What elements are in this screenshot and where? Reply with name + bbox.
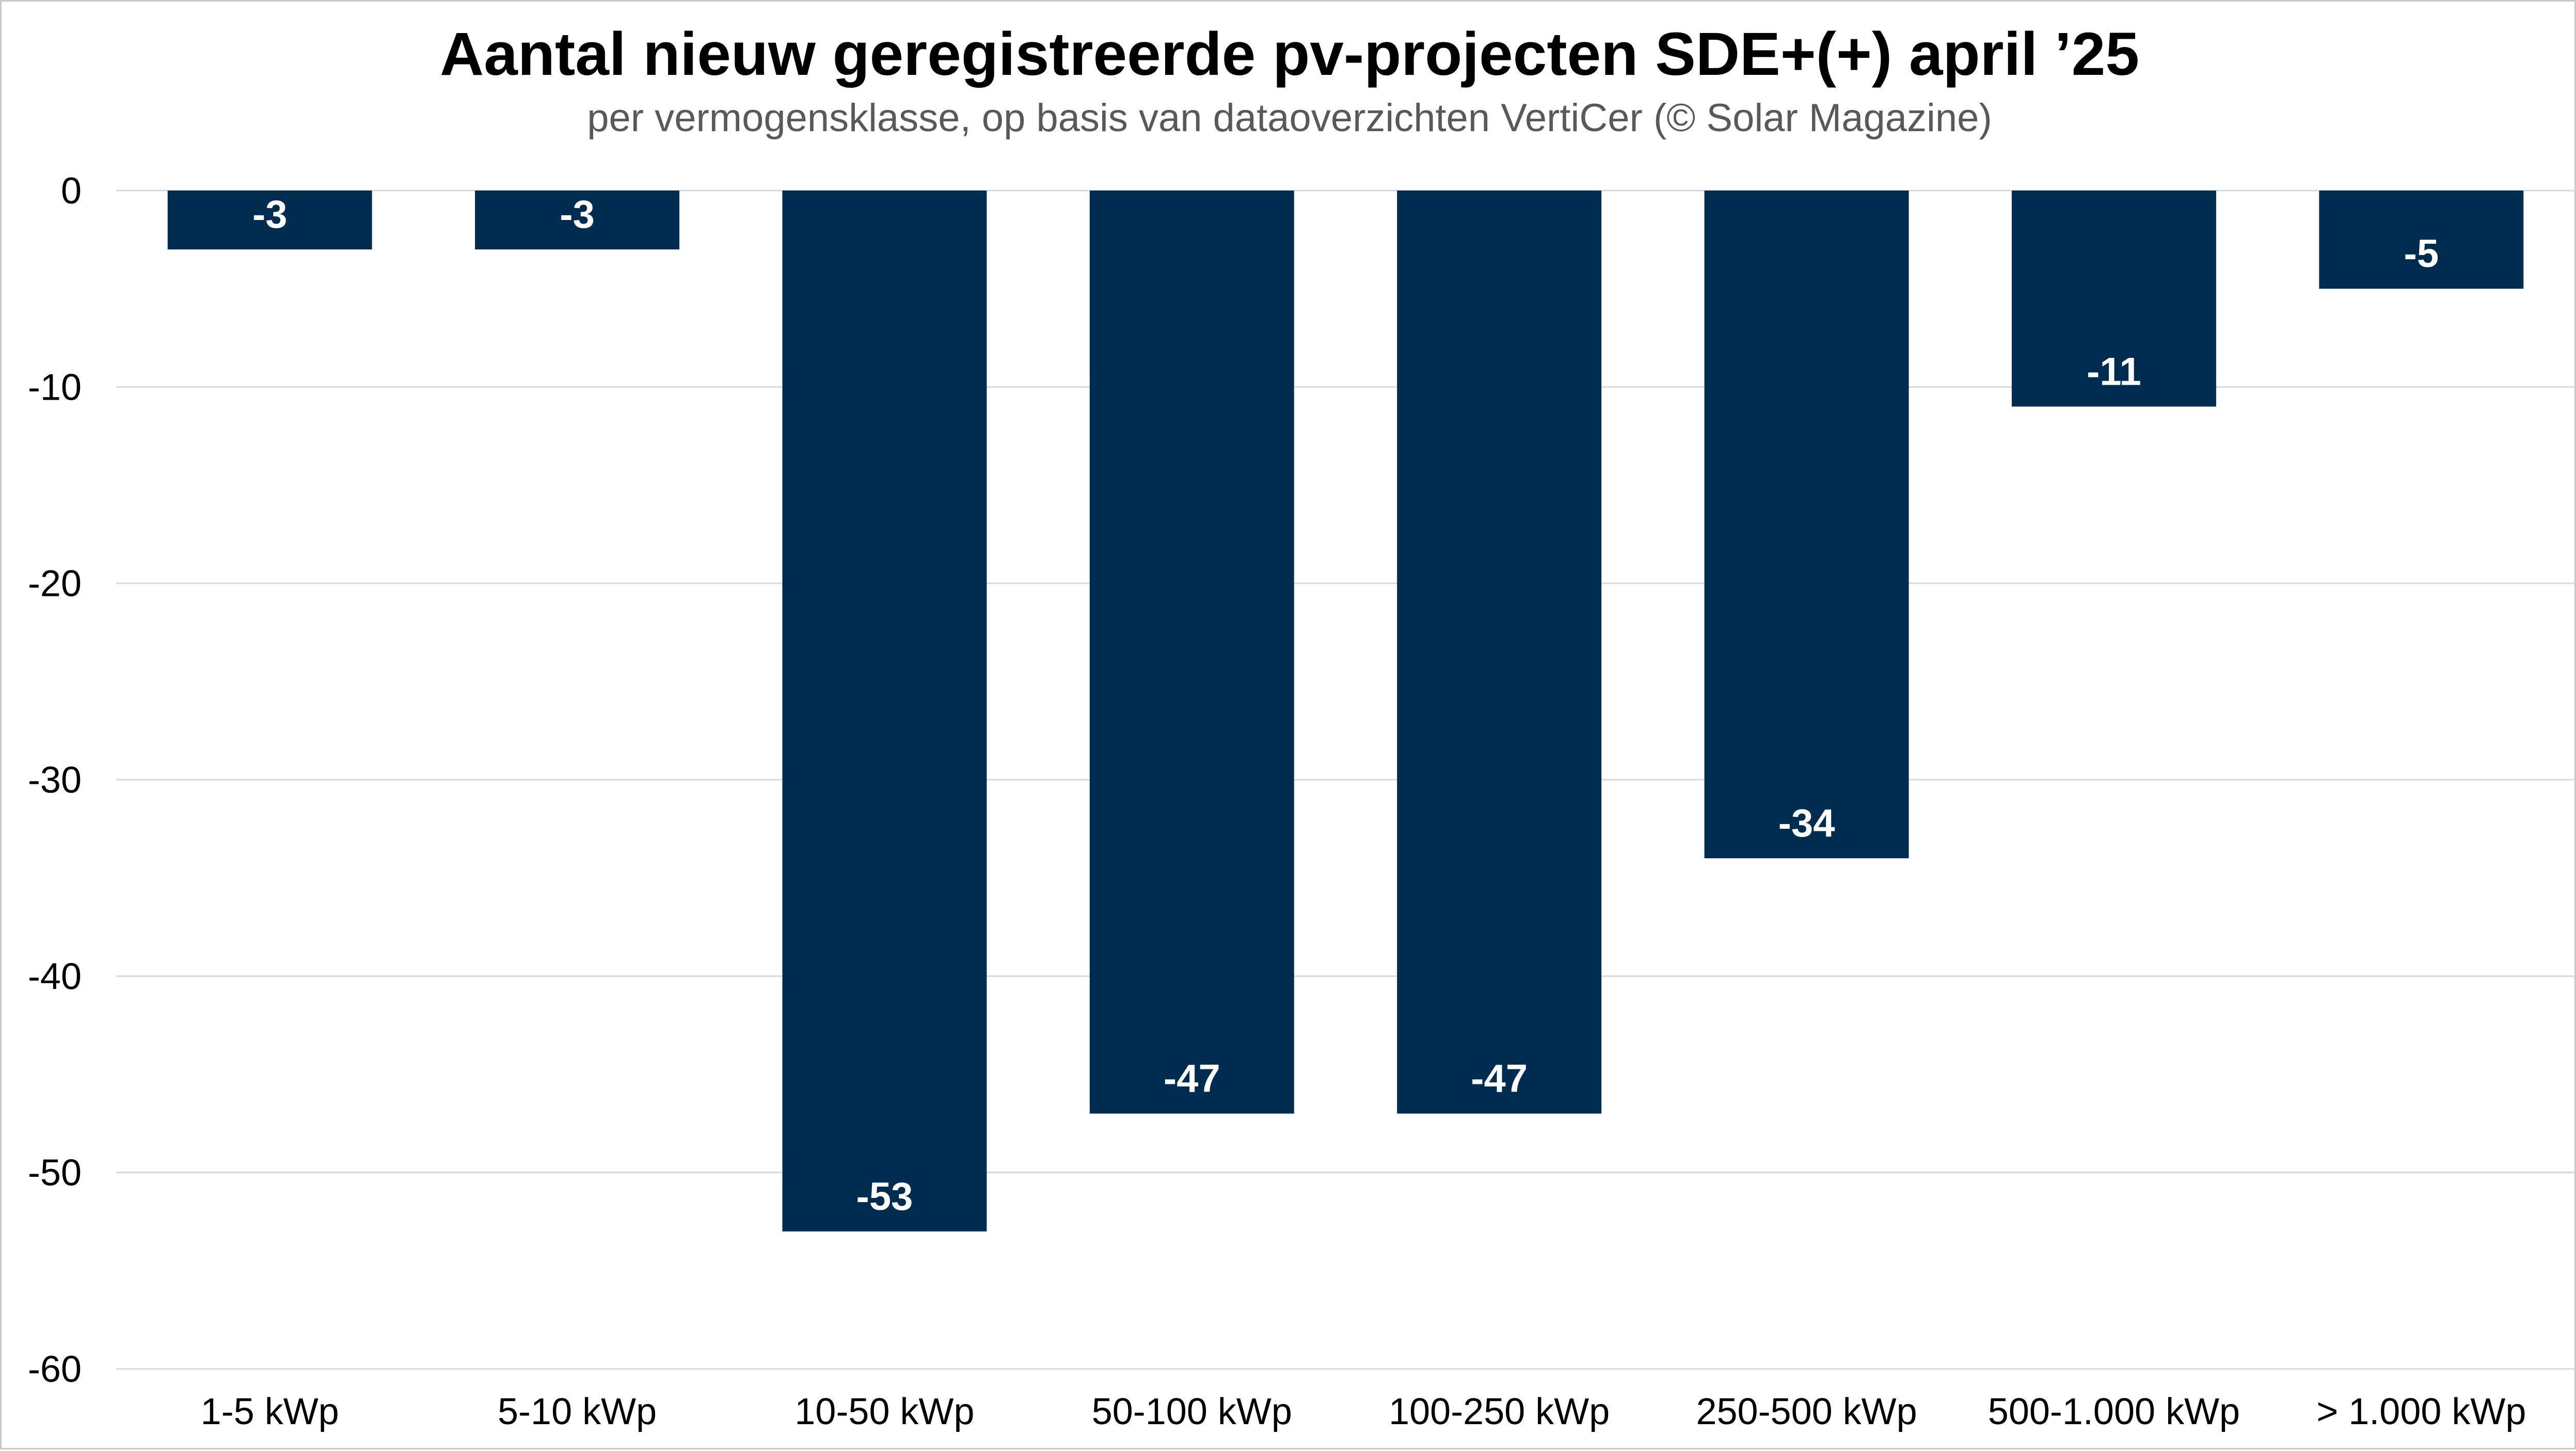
bar [1089,191,1294,1114]
x-category-label: 250-500 kWp [1696,1391,1917,1432]
x-category-label: > 1.000 kWp [2316,1391,2526,1432]
x-category-label: 10-50 kWp [794,1391,974,1432]
bar [475,191,680,250]
y-tick-label: -50 [28,1153,82,1194]
y-tick-label: -20 [28,563,82,605]
data-label: -47 [1471,1057,1528,1101]
data-label: -5 [2404,232,2439,276]
data-label: -34 [1778,801,1835,845]
x-axis-category-labels: 1-5 kWp 5-10 kWp 10-50 kWp 50-100 kWp 100-25… [201,1391,2526,1432]
y-tick-label: -60 [28,1349,82,1390]
data-labels: -3 -3 -53 -47 -47 -34 -11 -5 [252,193,2439,1219]
data-label: -3 [252,193,288,236]
bar [1397,191,1602,1114]
data-label: -3 [560,193,595,236]
bar [167,191,372,250]
x-category-label: 50-100 kWp [1092,1391,1292,1432]
x-category-label: 5-10 kWp [498,1391,657,1432]
data-label: -11 [2087,350,2141,393]
y-tick-label: 0 [61,170,82,212]
bar [782,191,987,1232]
x-category-label: 500-1.000 kWp [1988,1391,2240,1432]
data-label: -47 [1164,1057,1220,1101]
y-tick-label: -10 [28,367,82,408]
x-category-label: 1-5 kWp [201,1391,339,1432]
y-tick-label: -30 [28,760,82,801]
data-label: -53 [856,1175,913,1219]
chart-subtitle: per vermogensklasse, op basis van dataov… [587,96,1992,140]
bar [2319,191,2524,289]
bar [2011,191,2216,407]
bar [1704,191,1909,859]
y-tick-label: -40 [28,956,82,997]
bars [167,191,2524,1232]
y-axis-tick-labels: 0 -10 -20 -30 -40 -50 -60 [28,170,82,1390]
x-category-label: 100-250 kWp [1389,1391,1610,1432]
chart-title: Aantal nieuw geregistreerde pv-projecten… [440,20,2139,88]
